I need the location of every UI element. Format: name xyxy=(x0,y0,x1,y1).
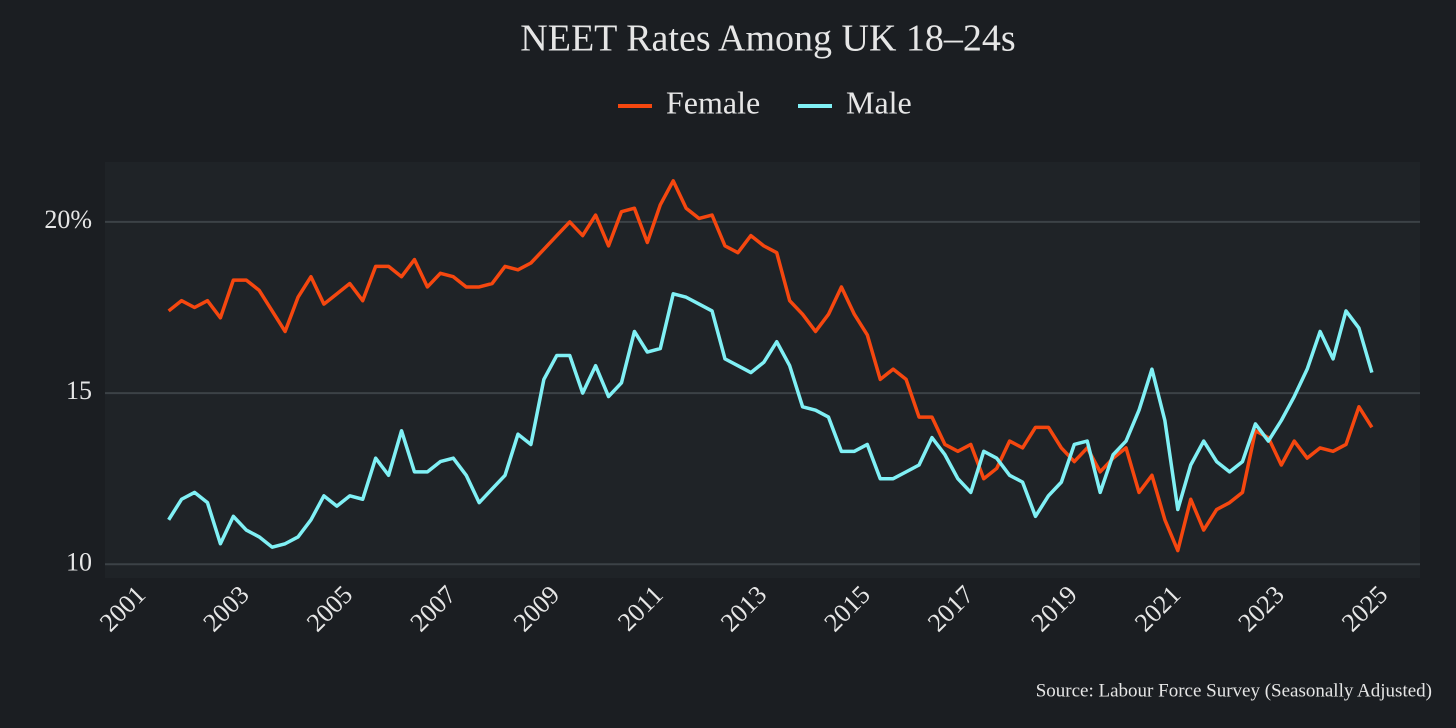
y-tick-label: 15 xyxy=(66,376,92,405)
y-tick-label: 20% xyxy=(44,205,92,234)
y-tick-label: 10 xyxy=(66,547,92,576)
legend-label: Female xyxy=(666,84,760,120)
plot-area xyxy=(105,162,1420,578)
chart-title: NEET Rates Among UK 18–24s xyxy=(520,18,1015,60)
line-series xyxy=(167,179,1374,553)
legend-label: Male xyxy=(846,84,912,120)
source-note: Source: Labour Force Survey (Seasonally … xyxy=(1036,680,1432,701)
line-series xyxy=(167,292,1374,549)
